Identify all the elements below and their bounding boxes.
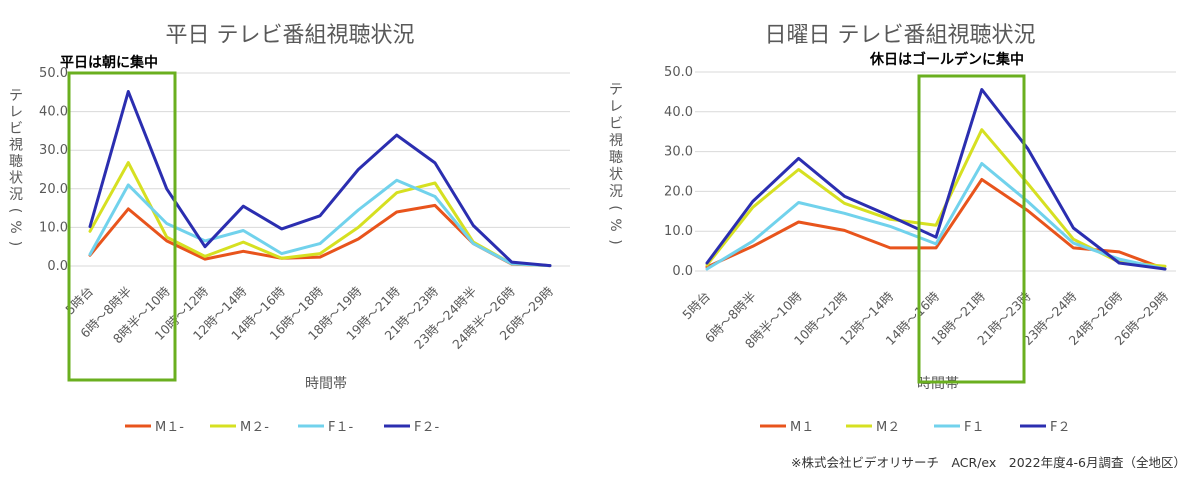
series-line-3 [88,178,552,268]
legend-label: M２ [876,420,900,435]
y-axis-label-char: ビ [9,121,23,137]
series-line-4 [88,90,552,268]
y-axis-label-char: ) [607,239,623,244]
series-lines [705,88,1167,271]
legend-label: F１- [328,420,353,435]
legend-label: F２- [414,420,439,435]
x-axis-label: 時間帯 [305,376,347,392]
y-axis-label-char: レ [9,105,23,121]
x-tick-label: 5時台 [62,284,96,318]
y-tick-label: 0.0 [47,259,68,274]
y-axis-label-char: 状 [9,171,23,187]
y-tick-label: 40.0 [39,105,68,120]
y-axis-label-char: テ [9,88,23,104]
x-tick-label: 5時台 [679,289,713,323]
legend-label: F１ [964,420,984,435]
y-axis-label-char: レ [609,99,623,115]
y-tick-label: 10.0 [664,224,693,239]
y-axis-ticks: 0.0 10.0 20.0 30.0 40.0 50.0 [39,66,68,274]
y-axis-label-char: ( [607,205,623,210]
y-tick-label: 30.0 [664,145,693,160]
highlight-box [917,74,1026,384]
y-axis-label-char: % [7,220,23,233]
x-axis-label: 時間帯 [917,376,959,392]
y-axis-label-char: 聴 [9,154,23,170]
y-axis-label-char: % [607,218,623,231]
series-line-4 [705,88,1167,271]
y-axis-label-char: ( [7,208,23,213]
sunday-chart: 日曜日 テレビ番組視聴状況 0.0 10.0 20.0 30.0 40.0 50.0 5時… [607,23,1176,435]
y-tick-label: 50.0 [39,66,68,81]
legend-label: M１- [155,420,184,435]
y-axis-label-char: 視 [9,138,23,154]
y-tick-label: 40.0 [664,105,693,120]
y-tick-label: 50.0 [664,65,693,80]
y-axis-label-char: ) [7,241,23,246]
source-footnote: ※株式会社ビデオリサーチ ACR/ex 2022年度4-6月調査（全地区） [791,455,1186,470]
chart-title: 平日 テレビ番組視聴状況 [166,23,415,48]
y-tick-label: 10.0 [39,220,68,235]
y-tick-label: 20.0 [664,184,693,199]
gridlines [70,72,570,267]
y-axis-label-char: ビ [609,116,623,132]
highlight-box [67,71,177,382]
annotation-text: 休日はゴールデンに集中 [869,51,1024,68]
y-axis-label-char: 況 [609,184,623,200]
x-axis-ticks: 5時台6時～8時半8時半～10時10時～12時12時～14時14時～16時16時… [62,283,556,352]
gridlines [695,71,1176,272]
y-tick-label: 0.0 [672,264,693,279]
y-axis-label-char: 視 [609,133,623,149]
y-axis-label-char: 況 [9,187,23,203]
series-line-3 [705,162,1167,271]
legend-label: M１ [790,420,814,435]
y-tick-label: 30.0 [39,143,68,158]
x-axis-ticks: 5時台6時～8時半8時半～10時10時～12時12時～14時14時～16時18時… [679,288,1171,351]
legend: M１- M２- F１- F２- [125,420,439,435]
legend-label: F２ [1050,420,1070,435]
y-axis-label-char: 聴 [609,150,623,166]
y-axis-ticks: 0.0 10.0 20.0 30.0 40.0 50.0 [664,65,693,279]
y-axis-label-char: 状 [609,167,623,183]
legend-label: M２- [240,420,269,435]
y-tick-label: 20.0 [39,182,68,197]
series-lines [88,90,552,268]
legend: M１ M２ F１ F２ [760,420,1070,435]
annotation-text: 平日は朝に集中 [60,54,158,71]
weekday-chart: 平日 テレビ番組視聴状況 0.0 10.0 20.0 30.0 40.0 50.0 5時台… [7,23,570,435]
chart-title: 日曜日 テレビ番組視聴状況 [765,23,1036,48]
y-axis-label-char: テ [609,82,623,98]
